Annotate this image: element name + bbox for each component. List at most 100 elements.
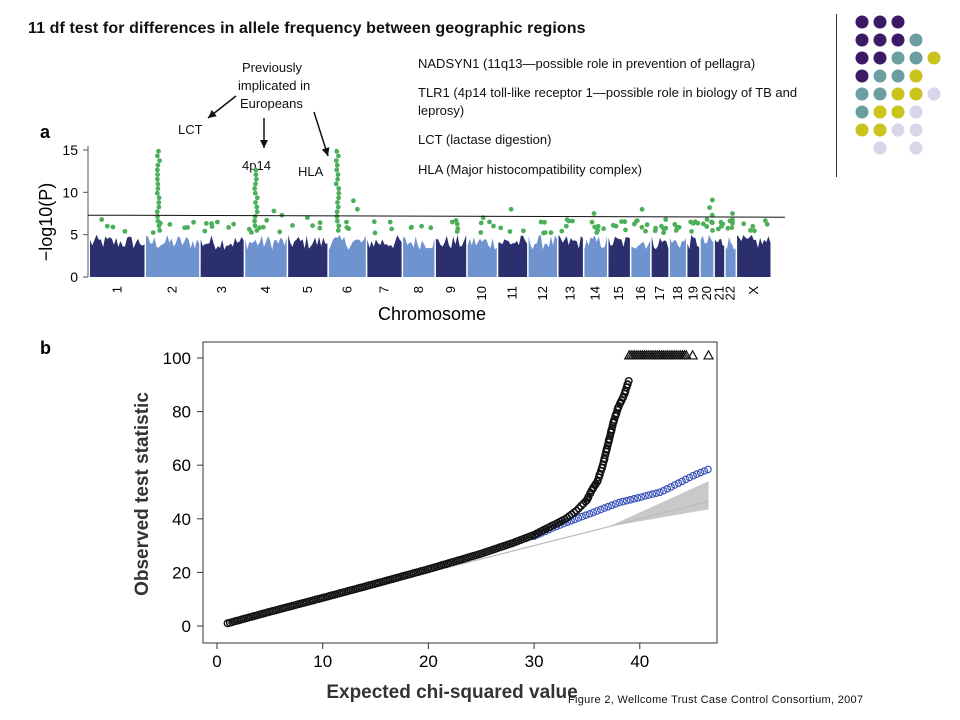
manhattan-point: [254, 195, 260, 201]
manhattan-point: [644, 222, 650, 228]
chromosome-tick-label: 1: [109, 286, 124, 293]
manhattan-point: [334, 218, 340, 224]
manhattan-point: [271, 208, 277, 214]
chromosome-band: [403, 236, 435, 277]
manhattan-point: [710, 220, 715, 226]
manhattan-point: [156, 204, 162, 210]
manhattan-point: [478, 220, 484, 226]
manhattan-point: [253, 200, 258, 205]
qq-x-tick-label: 30: [525, 652, 544, 671]
manhattan-point: [122, 229, 128, 234]
chromosome-tick-label: 14: [588, 286, 603, 300]
manhattan-point: [305, 215, 310, 221]
chromosome-band: [725, 236, 736, 277]
chromosome-band: [367, 235, 402, 277]
gene-note-nadsyn1: NADSYN1 (11q13—possible role in preventi…: [418, 56, 756, 71]
decor-dot: [855, 87, 869, 101]
manhattan-point: [663, 225, 669, 231]
manhattan-point: [252, 223, 258, 229]
qq-frame: [202, 341, 718, 644]
manhattan-point: [673, 228, 679, 233]
manhattan-point: [99, 217, 105, 222]
manhattan-point: [601, 226, 606, 232]
manhattan-point: [689, 229, 694, 234]
decor-dot: [909, 123, 923, 137]
manhattan-point: [748, 228, 753, 233]
qq-point-blue: [667, 483, 675, 491]
manhattan-point: [659, 223, 664, 229]
manhattan-point: [167, 222, 173, 227]
manhattan-point: [634, 218, 640, 224]
manhattan-point: [653, 225, 658, 231]
decor-dot: [909, 105, 923, 119]
manhattan-point: [155, 172, 161, 178]
manhattan-point: [478, 230, 484, 235]
qq-point-blue: [670, 481, 679, 489]
manhattan-point: [709, 212, 715, 218]
decor-dot: [873, 51, 887, 65]
manhattan-point: [252, 186, 258, 191]
chromosome-band: [584, 235, 607, 277]
manhattan-point: [566, 218, 572, 224]
manhattan-point: [521, 228, 526, 234]
chromosome-tick-label: 2: [165, 286, 180, 293]
manhattan-point: [155, 162, 161, 168]
decor-dot: [927, 51, 941, 65]
decor-dot: [873, 123, 887, 137]
chromosome-tick-label: 18: [670, 286, 685, 300]
gene-note-hla: HLA (Major histocompatibility complex): [418, 162, 642, 177]
slide-title: 11 df test for differences in allele fre…: [28, 20, 586, 37]
decor-dot: [927, 87, 941, 101]
qq-point-black: [577, 502, 586, 511]
manhattan-point: [252, 190, 258, 196]
manhattan-point: [408, 225, 414, 231]
manhattan-point: [623, 227, 628, 233]
chromosome-band: [146, 235, 200, 277]
qq-point-blue: [615, 498, 624, 507]
manhattan-point: [538, 219, 544, 225]
arrow-to-lct-head: [208, 109, 217, 118]
chromosome-tick-label: 15: [611, 286, 626, 300]
manhattan-point: [154, 190, 160, 196]
qq-point-blue: [585, 509, 594, 518]
figure-credit: Figure 2, Wellcome Trust Case Control Co…: [568, 694, 864, 706]
manhattan-point: [619, 219, 624, 225]
chromosome-band: [328, 234, 366, 277]
manhattan-point: [750, 223, 756, 229]
manhattan-point: [491, 223, 496, 229]
panel-label-a: a: [40, 122, 51, 142]
qq-point-blue: [678, 477, 686, 486]
chromosome-band: [528, 235, 558, 277]
manhattan-point: [595, 223, 601, 229]
chromosome-band: [651, 236, 669, 277]
qq-x-label: Expected chi-squared value: [326, 682, 577, 703]
manhattan-point: [387, 219, 393, 225]
qq-point-blue: [656, 488, 664, 497]
manhattan-point: [719, 223, 724, 229]
manhattan-point: [454, 229, 460, 235]
decor-dot: [909, 69, 923, 83]
chromosome-tick-label: 12: [535, 286, 550, 300]
decor-dot: [909, 51, 923, 65]
manhattan-point: [202, 228, 208, 234]
annotation-lct: LCT: [178, 122, 203, 137]
manhattan-point: [336, 223, 342, 229]
manhattan-y-tick-label: 10: [62, 184, 78, 200]
manhattan-point: [419, 223, 424, 229]
manhattan-point: [336, 186, 342, 191]
manhattan-point: [389, 226, 395, 232]
decor-dot: [855, 105, 869, 119]
chromosome-tick-label: 13: [563, 286, 578, 300]
chromosome-band: [700, 235, 714, 277]
manhattan-point: [215, 219, 220, 225]
chromosome-tick-label: 20: [699, 286, 714, 300]
manhattan-point: [110, 224, 116, 230]
manhattan-point: [150, 230, 156, 236]
qq-point-blue: [637, 493, 646, 501]
manhattan-y-label: −log10(P): [36, 183, 56, 262]
manhattan-point: [710, 197, 715, 203]
manhattan-point: [157, 228, 163, 233]
manhattan-point: [277, 229, 283, 235]
